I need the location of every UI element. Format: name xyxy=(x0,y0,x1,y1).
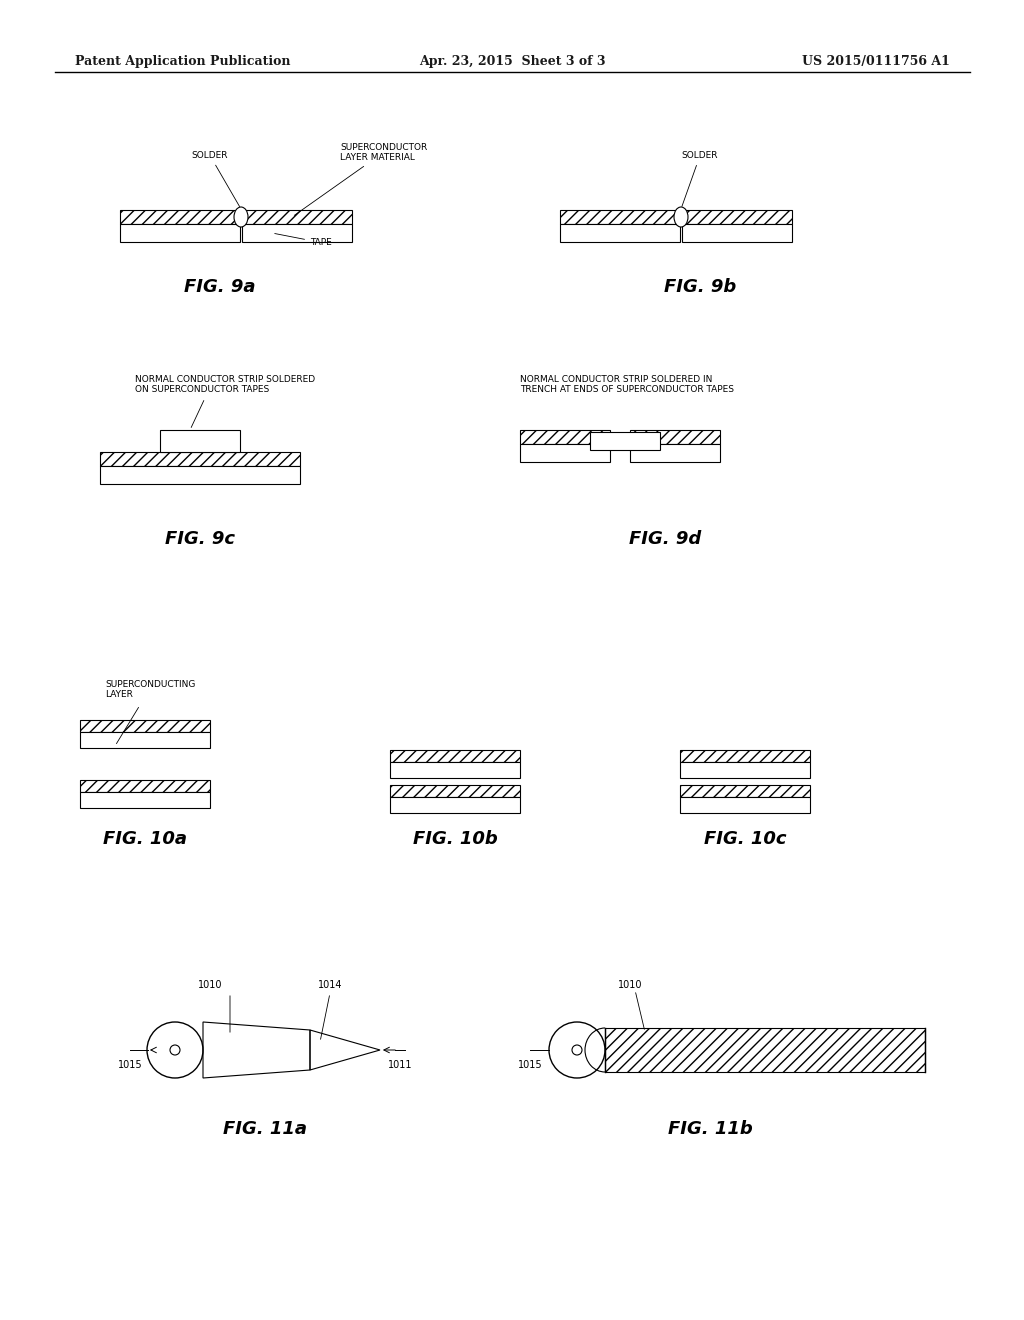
Text: FIG. 11b: FIG. 11b xyxy=(668,1119,753,1138)
Bar xyxy=(160,430,240,451)
Bar xyxy=(680,762,810,777)
Bar xyxy=(680,797,810,813)
Ellipse shape xyxy=(234,207,248,227)
Bar xyxy=(520,444,610,462)
Bar xyxy=(605,1028,925,1072)
Bar xyxy=(120,210,240,224)
Bar xyxy=(680,750,810,762)
Text: FIG. 9d: FIG. 9d xyxy=(629,531,701,548)
Bar xyxy=(390,762,520,777)
Text: FIG. 10a: FIG. 10a xyxy=(103,830,187,847)
Text: SUPERCONDUCTOR
LAYER MATERIAL: SUPERCONDUCTOR LAYER MATERIAL xyxy=(294,143,427,215)
Bar xyxy=(120,224,240,242)
Text: TAPE: TAPE xyxy=(274,234,332,247)
Text: FIG. 10b: FIG. 10b xyxy=(413,830,498,847)
Bar xyxy=(520,430,610,444)
Bar xyxy=(390,785,520,797)
Bar xyxy=(560,210,680,224)
Bar xyxy=(682,210,792,224)
Bar xyxy=(630,430,720,444)
Text: SOLDER: SOLDER xyxy=(191,150,240,207)
Text: 1010: 1010 xyxy=(617,979,642,990)
Text: NORMAL CONDUCTOR STRIP SOLDERED IN
TRENCH AT ENDS OF SUPERCONDUCTOR TAPES: NORMAL CONDUCTOR STRIP SOLDERED IN TRENC… xyxy=(520,375,734,395)
Text: FIG. 11a: FIG. 11a xyxy=(223,1119,307,1138)
Text: 1015: 1015 xyxy=(118,1060,142,1071)
Bar xyxy=(390,797,520,813)
Bar xyxy=(80,719,210,733)
Text: FIG. 9a: FIG. 9a xyxy=(184,279,256,296)
Text: FIG. 9b: FIG. 9b xyxy=(664,279,736,296)
Text: NORMAL CONDUCTOR STRIP SOLDERED
ON SUPERCONDUCTOR TAPES: NORMAL CONDUCTOR STRIP SOLDERED ON SUPER… xyxy=(135,375,315,395)
Bar xyxy=(100,466,300,484)
Bar xyxy=(80,792,210,808)
Ellipse shape xyxy=(674,207,688,227)
Text: FIG. 10c: FIG. 10c xyxy=(703,830,786,847)
Text: US 2015/0111756 A1: US 2015/0111756 A1 xyxy=(802,55,950,69)
Bar xyxy=(100,451,300,466)
Text: SOLDER: SOLDER xyxy=(682,150,718,206)
Bar xyxy=(630,444,720,462)
Text: 1011: 1011 xyxy=(388,1060,413,1071)
Text: 1014: 1014 xyxy=(317,979,342,990)
Bar xyxy=(80,733,210,748)
Bar xyxy=(682,224,792,242)
Bar xyxy=(680,785,810,797)
Bar xyxy=(242,210,352,224)
Text: 1010: 1010 xyxy=(198,979,222,990)
Text: FIG. 9c: FIG. 9c xyxy=(165,531,234,548)
Text: Patent Application Publication: Patent Application Publication xyxy=(75,55,291,69)
Bar xyxy=(560,224,680,242)
Text: 1015: 1015 xyxy=(518,1060,543,1071)
Text: Apr. 23, 2015  Sheet 3 of 3: Apr. 23, 2015 Sheet 3 of 3 xyxy=(419,55,605,69)
Bar xyxy=(80,780,210,792)
Bar xyxy=(242,224,352,242)
Bar xyxy=(590,432,660,450)
Text: SUPERCONDUCTING
LAYER: SUPERCONDUCTING LAYER xyxy=(105,680,196,700)
Bar xyxy=(390,750,520,762)
